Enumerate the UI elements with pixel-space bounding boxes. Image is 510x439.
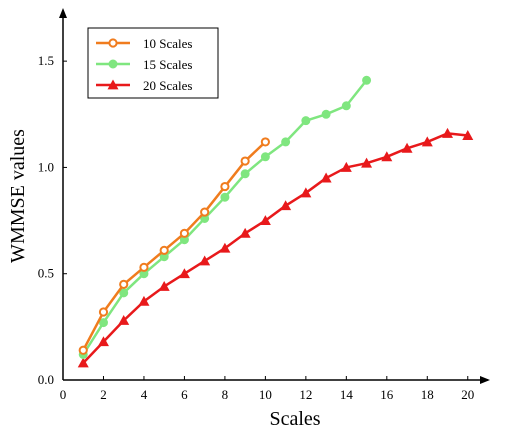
y-tick-label: 1.0 bbox=[38, 159, 54, 174]
x-tick-label: 18 bbox=[421, 387, 434, 402]
data-point bbox=[220, 192, 230, 202]
data-point bbox=[239, 227, 251, 238]
series-line bbox=[82, 141, 267, 351]
data-point bbox=[118, 314, 130, 325]
data-point bbox=[321, 109, 331, 119]
data-point bbox=[381, 151, 393, 162]
data-point bbox=[361, 157, 373, 168]
data-point bbox=[200, 207, 210, 217]
legend: 10 Scales 15 Scales 20 Scales bbox=[87, 27, 219, 99]
data-point bbox=[220, 181, 230, 192]
data-point bbox=[158, 280, 170, 291]
data-point bbox=[178, 268, 190, 279]
x-tick-label: 10 bbox=[259, 387, 272, 402]
legend-label: 10 Scales bbox=[143, 36, 192, 51]
data-point bbox=[97, 336, 109, 347]
data-point bbox=[119, 279, 129, 289]
series-20-scales bbox=[77, 127, 474, 368]
y-tick-label: 1.5 bbox=[38, 53, 54, 68]
axes: 0 2 4 6 8 10 12 14 16 18 20 0.0 0.5 1.0 1.5 bbox=[38, 8, 490, 402]
data-point bbox=[320, 172, 332, 183]
series-line bbox=[82, 79, 368, 356]
data-point bbox=[260, 137, 270, 147]
x-tick-label: 2 bbox=[100, 387, 107, 402]
data-point bbox=[301, 116, 311, 126]
x-tick-label: 16 bbox=[380, 387, 394, 402]
plot-area bbox=[77, 75, 474, 368]
x-tick-label: 4 bbox=[141, 387, 148, 402]
data-point bbox=[199, 255, 211, 266]
data-point bbox=[341, 101, 351, 111]
x-tick-label: 8 bbox=[222, 387, 229, 402]
data-point bbox=[401, 142, 413, 153]
data-point bbox=[281, 137, 291, 147]
data-point bbox=[78, 345, 88, 355]
data-point bbox=[362, 75, 372, 85]
data-point bbox=[259, 215, 271, 225]
y-axis-arrow bbox=[59, 8, 67, 18]
x-axis-arrow bbox=[480, 376, 490, 384]
legend-marker bbox=[107, 79, 119, 90]
data-point bbox=[98, 307, 109, 317]
data-point bbox=[240, 169, 250, 179]
legend-marker bbox=[108, 59, 118, 69]
legend-label: 20 Scales bbox=[143, 78, 192, 93]
legend-label: 15 Scales bbox=[143, 57, 192, 72]
series-line bbox=[82, 132, 468, 364]
data-point bbox=[98, 318, 108, 328]
data-point bbox=[219, 242, 231, 253]
y-tick-label: 0.5 bbox=[38, 266, 54, 281]
series-10-scales bbox=[78, 137, 270, 355]
data-point bbox=[240, 156, 250, 166]
series-15-scales bbox=[78, 75, 372, 359]
legend-marker bbox=[108, 38, 118, 48]
data-point bbox=[138, 295, 150, 306]
x-tick-label: 20 bbox=[461, 387, 474, 402]
x-tick-label: 0 bbox=[60, 387, 67, 402]
data-point bbox=[340, 161, 352, 172]
y-tick-label: 0.0 bbox=[38, 372, 54, 387]
data-point bbox=[442, 127, 454, 138]
x-axis-title: Scales bbox=[269, 408, 320, 430]
data-point bbox=[462, 130, 474, 140]
data-point bbox=[179, 228, 190, 238]
data-point bbox=[159, 245, 169, 255]
data-point bbox=[300, 187, 312, 198]
x-tick-label: 14 bbox=[340, 387, 354, 402]
data-point bbox=[139, 262, 149, 272]
data-point bbox=[421, 136, 433, 147]
x-tick-label: 6 bbox=[181, 387, 188, 402]
data-point bbox=[280, 200, 292, 211]
data-point bbox=[260, 152, 270, 162]
x-tick-label: 12 bbox=[299, 387, 312, 402]
data-point bbox=[77, 357, 89, 368]
y-axis-title: WMMSE values bbox=[7, 129, 29, 263]
